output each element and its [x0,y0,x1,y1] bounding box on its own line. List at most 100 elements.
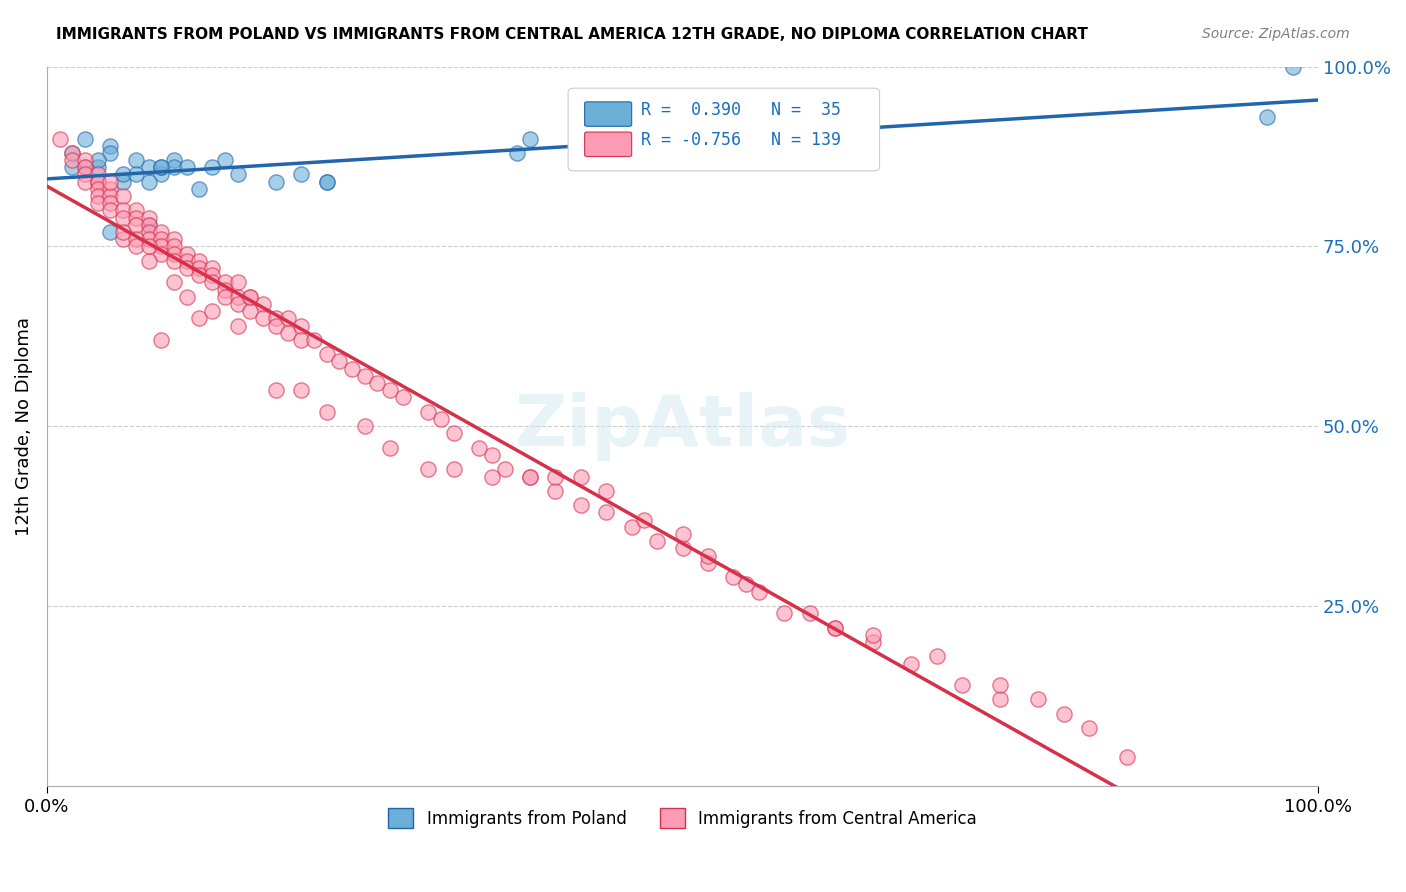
Point [302,333,325,347]
Point [366,376,388,390]
Point [1281,60,1303,74]
Point [519,131,541,145]
Point [100,189,122,203]
Point [773,606,796,620]
Point [799,606,821,620]
Point [60,153,83,167]
Point [87,182,110,196]
Point [494,462,516,476]
Point [163,276,186,290]
Point [201,161,224,175]
Point [125,203,148,218]
Point [176,161,198,175]
Point [595,483,617,498]
Point [697,549,720,563]
Point [723,570,745,584]
Point [748,584,770,599]
Point [862,635,884,649]
Point [150,168,173,182]
FancyBboxPatch shape [568,88,880,171]
Point [378,441,401,455]
Point [176,260,198,275]
Point [73,161,96,175]
Point [87,161,110,175]
Point [73,161,96,175]
Point [735,577,758,591]
Point [277,326,299,340]
Point [100,196,122,211]
Point [1028,692,1050,706]
Point [201,260,224,275]
Point [188,311,211,326]
Point [862,628,884,642]
Point [73,131,96,145]
Point [87,196,110,211]
Point [1256,110,1278,124]
Point [112,189,135,203]
Point [315,347,337,361]
Point [188,253,211,268]
Point [378,383,401,397]
Text: IMMIGRANTS FROM POLAND VS IMMIGRANTS FROM CENTRAL AMERICA 12TH GRADE, NO DIPLOMA: IMMIGRANTS FROM POLAND VS IMMIGRANTS FRO… [56,27,1088,42]
Point [176,253,198,268]
Point [252,297,274,311]
Point [163,246,186,260]
Point [163,253,186,268]
Point [87,189,110,203]
Point [138,211,160,225]
Point [519,469,541,483]
Point [328,354,350,368]
Point [150,225,173,239]
Point [290,168,312,182]
Point [112,225,135,239]
Point [671,527,693,541]
Point [569,498,592,512]
Point [150,161,173,175]
Point [214,283,236,297]
Point [112,211,135,225]
Point [645,534,668,549]
Point [824,621,846,635]
Point [671,541,693,556]
FancyBboxPatch shape [585,102,631,127]
Point [239,290,262,304]
Point [633,513,655,527]
Point [264,175,287,189]
Point [150,333,173,347]
Point [138,175,160,189]
Point [264,311,287,326]
Point [60,145,83,160]
Point [620,520,643,534]
Point [100,225,122,239]
Point [125,218,148,232]
Point [226,318,249,333]
Point [214,290,236,304]
Point [60,161,83,175]
Point [163,153,186,167]
Point [277,311,299,326]
Point [226,297,249,311]
Point [100,182,122,196]
Point [988,692,1011,706]
Point [226,276,249,290]
Text: Source: ZipAtlas.com: Source: ZipAtlas.com [1202,27,1350,41]
Point [112,232,135,246]
Point [138,232,160,246]
Point [481,469,503,483]
Point [519,469,541,483]
Point [163,161,186,175]
Point [163,239,186,253]
Point [315,405,337,419]
Point [226,290,249,304]
Point [112,168,135,182]
Point [214,153,236,167]
Point [290,333,312,347]
Text: R =  0.390   N =  35: R = 0.390 N = 35 [641,102,841,120]
Point [188,182,211,196]
Point [595,506,617,520]
Point [100,175,122,189]
Point [201,276,224,290]
Point [239,304,262,318]
Point [239,290,262,304]
Point [150,239,173,253]
